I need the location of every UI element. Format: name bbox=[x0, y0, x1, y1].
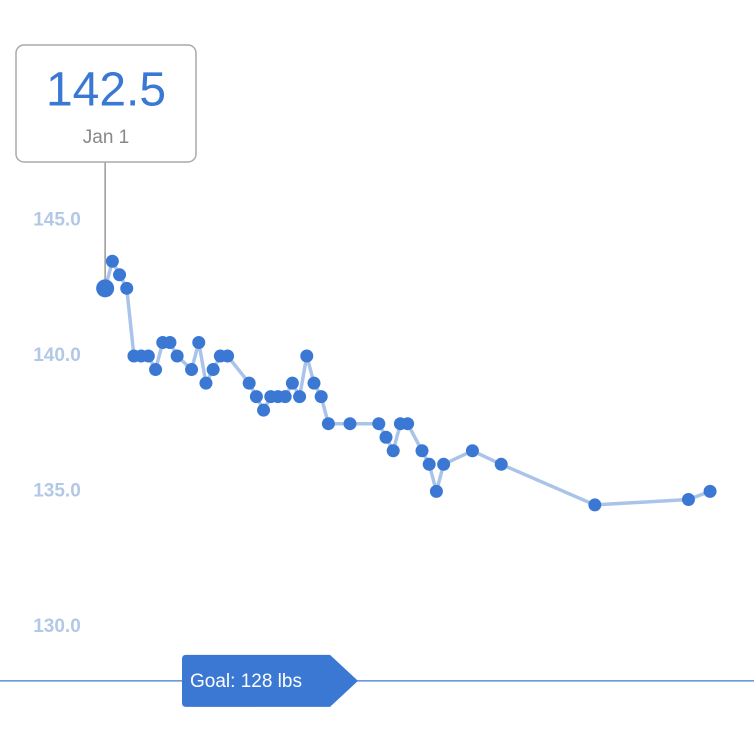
data-point[interactable] bbox=[206, 363, 220, 377]
data-point[interactable] bbox=[429, 484, 443, 498]
goal-flag bbox=[182, 654, 358, 707]
data-point[interactable] bbox=[293, 390, 307, 404]
data-point[interactable] bbox=[703, 484, 717, 498]
data-point[interactable] bbox=[343, 417, 357, 431]
data-point[interactable] bbox=[321, 417, 335, 431]
data-point[interactable] bbox=[113, 268, 127, 282]
y-tick-label: 145.0 bbox=[33, 210, 81, 231]
tooltip-date: Jan 1 bbox=[83, 127, 129, 148]
data-point[interactable] bbox=[681, 493, 695, 507]
data-point[interactable] bbox=[141, 349, 155, 363]
data-line bbox=[103, 259, 711, 507]
data-point[interactable] bbox=[185, 363, 199, 377]
data-point[interactable] bbox=[96, 279, 115, 298]
y-tick-label: 140.0 bbox=[33, 345, 81, 366]
y-tick-label: 130.0 bbox=[33, 616, 81, 637]
data-point[interactable] bbox=[192, 335, 206, 349]
data-point[interactable] bbox=[465, 444, 479, 458]
y-tick-label: 135.0 bbox=[33, 480, 81, 501]
data-point[interactable] bbox=[163, 335, 177, 349]
goal-label: Goal: 128 lbs bbox=[190, 671, 302, 692]
data-point[interactable] bbox=[105, 254, 119, 268]
tooltip-value: 142.5 bbox=[46, 64, 166, 117]
data-point[interactable] bbox=[415, 444, 429, 458]
data-point[interactable] bbox=[314, 390, 328, 404]
data-point[interactable] bbox=[199, 376, 213, 390]
data-point[interactable] bbox=[221, 349, 235, 363]
data-point[interactable] bbox=[278, 390, 292, 404]
data-point[interactable] bbox=[494, 457, 508, 471]
data-point[interactable] bbox=[386, 444, 400, 458]
data-point[interactable] bbox=[437, 457, 451, 471]
data-point[interactable] bbox=[249, 390, 263, 404]
data-point[interactable] bbox=[242, 376, 256, 390]
data-point[interactable] bbox=[307, 376, 321, 390]
data-point[interactable] bbox=[372, 417, 386, 431]
data-point[interactable] bbox=[588, 498, 602, 512]
data-point[interactable] bbox=[170, 349, 184, 363]
tooltip-box bbox=[15, 44, 197, 163]
data-point[interactable] bbox=[285, 376, 299, 390]
data-point[interactable] bbox=[257, 403, 271, 417]
data-point[interactable] bbox=[120, 281, 134, 295]
data-point[interactable] bbox=[379, 430, 393, 444]
data-point[interactable] bbox=[149, 363, 163, 377]
data-point[interactable] bbox=[401, 417, 415, 431]
data-point[interactable] bbox=[300, 349, 314, 363]
data-point[interactable] bbox=[422, 457, 436, 471]
